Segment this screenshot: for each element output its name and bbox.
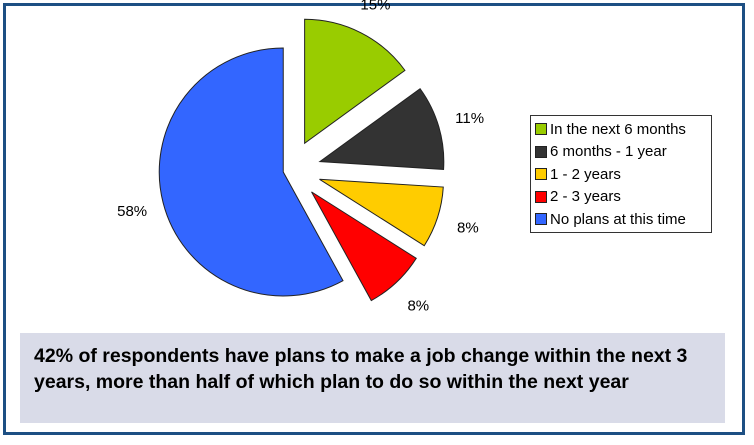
legend-item-2: 6 months - 1 year xyxy=(535,141,711,164)
legend-item-1: In the next 6 months xyxy=(535,118,711,141)
legend-swatch-2 xyxy=(535,145,547,158)
pie-slice-4 xyxy=(311,191,417,302)
caption-text: 42% of respondents have plans to make a … xyxy=(34,345,688,393)
pie-slice-5 xyxy=(158,47,344,297)
pie-slice-1 xyxy=(304,18,406,145)
slice-label-3: 8% xyxy=(457,219,479,236)
legend-swatch-4 xyxy=(535,190,547,203)
legend-swatch-1 xyxy=(535,123,547,136)
legend-item-4: 2 - 3 years xyxy=(535,186,711,209)
slice-label-5: 58% xyxy=(117,203,147,220)
legend-label-3: 1 - 2 years xyxy=(550,165,621,183)
slice-label-2: 11% xyxy=(455,110,484,127)
slice-label-4: 8% xyxy=(407,298,429,315)
legend-item-5: No plans at this time xyxy=(535,208,711,231)
legend-swatch-3 xyxy=(535,168,547,181)
slice-label-1: 15% xyxy=(360,0,390,13)
legend-swatch-5 xyxy=(535,213,547,226)
legend-label-5: No plans at this time xyxy=(550,210,686,228)
caption-box: 42% of respondents have plans to make a … xyxy=(20,333,725,423)
pie-slice-3 xyxy=(319,178,444,247)
legend-item-3: 1 - 2 years xyxy=(535,163,711,186)
pie-slice-2 xyxy=(318,88,445,170)
legend-label-1: In the next 6 months xyxy=(550,120,686,138)
legend-label-2: 6 months - 1 year xyxy=(550,143,667,161)
legend-label-4: 2 - 3 years xyxy=(550,188,621,206)
legend: In the next 6 months 6 months - 1 year 1 -… xyxy=(530,115,712,233)
